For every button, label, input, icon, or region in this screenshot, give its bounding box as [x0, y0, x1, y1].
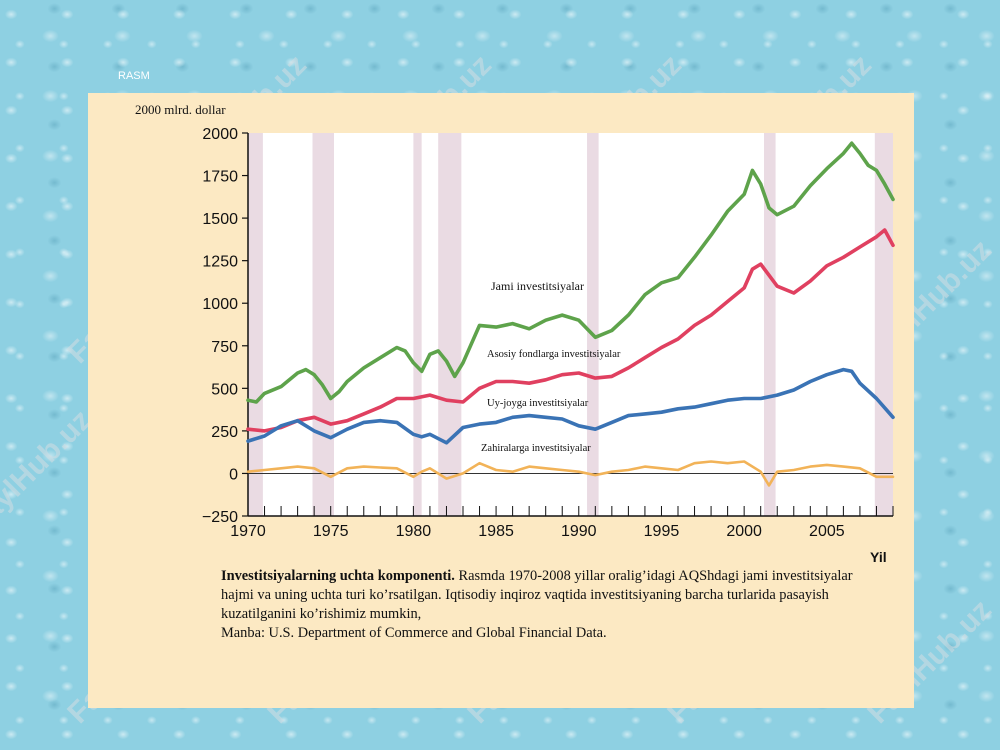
- recession-band-2: [413, 133, 422, 516]
- y-tick-label: 2000: [202, 126, 238, 143]
- y-tick-label: −250: [202, 509, 238, 526]
- x-tick-label: 1995: [644, 523, 680, 540]
- x-tick-label: 1980: [396, 523, 432, 540]
- y-tick-label: 0: [229, 466, 238, 483]
- recession-band-6: [874, 133, 893, 516]
- caption-body: Rasmda 1970-2008 yillar oralig’idagi AQS…: [221, 568, 853, 622]
- recession-band-5: [764, 133, 776, 516]
- series-label-0: Jami investitsiyalar: [491, 279, 584, 293]
- series-label-3: Zahiralarga investitsiyalar: [481, 443, 591, 454]
- series-line-3: [246, 460, 895, 487]
- recession-band-4: [587, 133, 599, 516]
- recession-band-3: [438, 133, 462, 516]
- y-tick-label: 1250: [202, 254, 238, 271]
- x-tick-label: 1985: [478, 523, 514, 540]
- y-tick-label: 500: [211, 381, 238, 398]
- x-tick-label: 1975: [313, 523, 349, 540]
- x-tick-label: 2005: [809, 523, 845, 540]
- y-tick-label: 250: [211, 424, 238, 441]
- y-tick-label: 1000: [202, 296, 238, 313]
- y-axis-unit-label: 2000 mlrd. dollar: [135, 102, 226, 117]
- series-line-1: [246, 228, 895, 433]
- series-line-0: [246, 141, 895, 404]
- x-tick-label: 1990: [561, 523, 597, 540]
- caption-source: Manba: U.S. Department of Commerce and G…: [221, 625, 607, 641]
- slide-label: RASM: [118, 70, 150, 82]
- plot-area: [248, 133, 893, 516]
- x-tick-label: 2000: [726, 523, 762, 540]
- caption-title: Investitsiyalarning uchta komponenti.: [221, 568, 455, 584]
- series-label-2: Uy-joyga investitsiyalar: [487, 398, 589, 409]
- series-line-2: [246, 367, 895, 445]
- x-tick-label: 1970: [230, 523, 266, 540]
- series-label-1: Asosiy fondlarga investitsiyalar: [487, 349, 621, 360]
- x-axis-title: Yil: [870, 549, 887, 565]
- figure-caption: Investitsiyalarning uchta komponenti. Ra…: [221, 567, 861, 643]
- y-tick-label: 1750: [202, 169, 238, 186]
- recession-band-0: [248, 133, 263, 516]
- y-tick-label: 1500: [202, 211, 238, 228]
- y-tick-label: 750: [211, 339, 238, 356]
- recession-band-1: [312, 133, 334, 516]
